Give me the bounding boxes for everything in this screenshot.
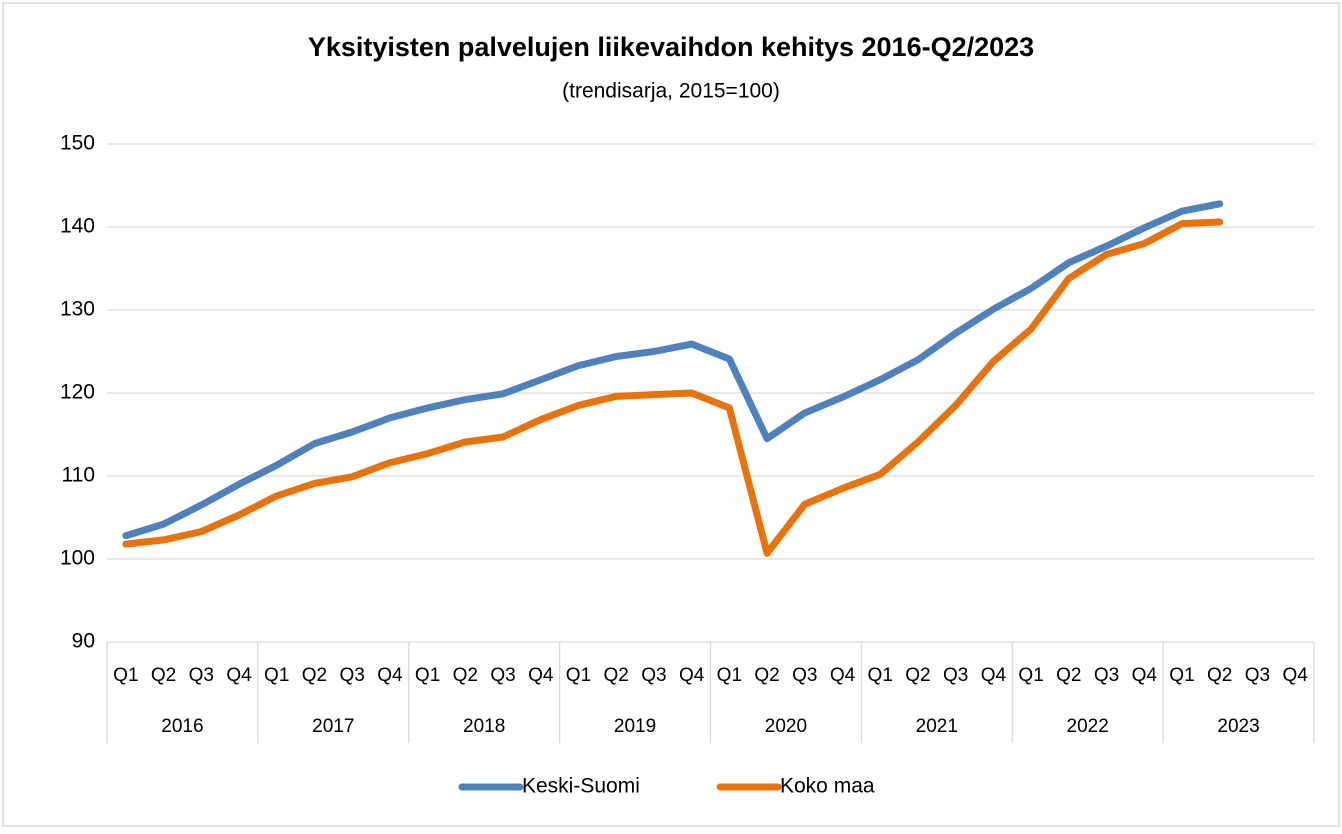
x-tick-label: Q1 <box>415 665 440 686</box>
x-tick-label: Q2 <box>151 665 176 686</box>
x-tick-label: Q2 <box>302 665 327 686</box>
x-tick-label: Q3 <box>943 665 968 686</box>
x-tick-label: Q4 <box>1132 665 1158 686</box>
x-tick-label: Q4 <box>981 665 1007 686</box>
group-label: 2016 <box>161 716 203 737</box>
x-tick-label: Q4 <box>679 665 705 686</box>
chart-subtitle: (trendisarja, 2015=100) <box>562 80 780 103</box>
x-tick-label: Q3 <box>1245 665 1270 686</box>
y-tick-label: 130 <box>60 298 95 321</box>
x-tick-label: Q4 <box>1282 665 1308 686</box>
group-label: 2020 <box>765 716 807 737</box>
chart-title: Yksityisten palvelujen liikevaihdon kehi… <box>308 32 1034 62</box>
y-tick-label: 140 <box>60 215 95 238</box>
x-tick-label: Q4 <box>830 665 856 686</box>
x-tick-label: Q2 <box>1207 665 1232 686</box>
x-tick-label: Q1 <box>868 665 893 686</box>
group-label: 2022 <box>1067 716 1109 737</box>
legend-label: Keski-Suomi <box>522 775 640 798</box>
x-tick-label: Q4 <box>226 665 252 686</box>
x-tick-label: Q1 <box>717 665 742 686</box>
y-tick-label: 110 <box>62 464 95 487</box>
x-tick-label: Q2 <box>754 665 779 686</box>
x-tick-label: Q3 <box>792 665 817 686</box>
x-tick-label: Q1 <box>566 665 591 686</box>
x-tick-label: Q1 <box>113 665 138 686</box>
legend-label: Koko maa <box>780 775 875 798</box>
y-tick-label: 100 <box>60 547 95 570</box>
group-label: 2023 <box>1217 716 1259 737</box>
series-line <box>122 200 1224 540</box>
x-tick-label: Q3 <box>1094 665 1119 686</box>
series-line <box>122 218 1224 557</box>
group-label: 2018 <box>463 716 505 737</box>
x-tick-label: Q1 <box>1169 665 1194 686</box>
group-label: 2021 <box>916 716 958 737</box>
x-tick-label: Q4 <box>528 665 554 686</box>
group-label: 2017 <box>312 716 354 737</box>
x-tick-label: Q3 <box>339 665 364 686</box>
x-tick-label: Q2 <box>1056 665 1081 686</box>
x-tick-label: Q2 <box>453 665 478 686</box>
x-tick-label: Q4 <box>377 665 403 686</box>
y-tick-label: 120 <box>60 381 95 404</box>
y-tick-label: 90 <box>72 630 95 653</box>
x-tick-label: Q2 <box>905 665 930 686</box>
x-tick-label: Q1 <box>1018 665 1043 686</box>
group-label: 2019 <box>614 716 656 737</box>
x-tick-label: Q1 <box>264 665 289 686</box>
x-tick-label: Q3 <box>189 665 214 686</box>
x-tick-label: Q3 <box>641 665 666 686</box>
x-tick-label: Q2 <box>604 665 629 686</box>
x-tick-label: Q3 <box>490 665 515 686</box>
y-tick-label: 150 <box>60 132 95 155</box>
